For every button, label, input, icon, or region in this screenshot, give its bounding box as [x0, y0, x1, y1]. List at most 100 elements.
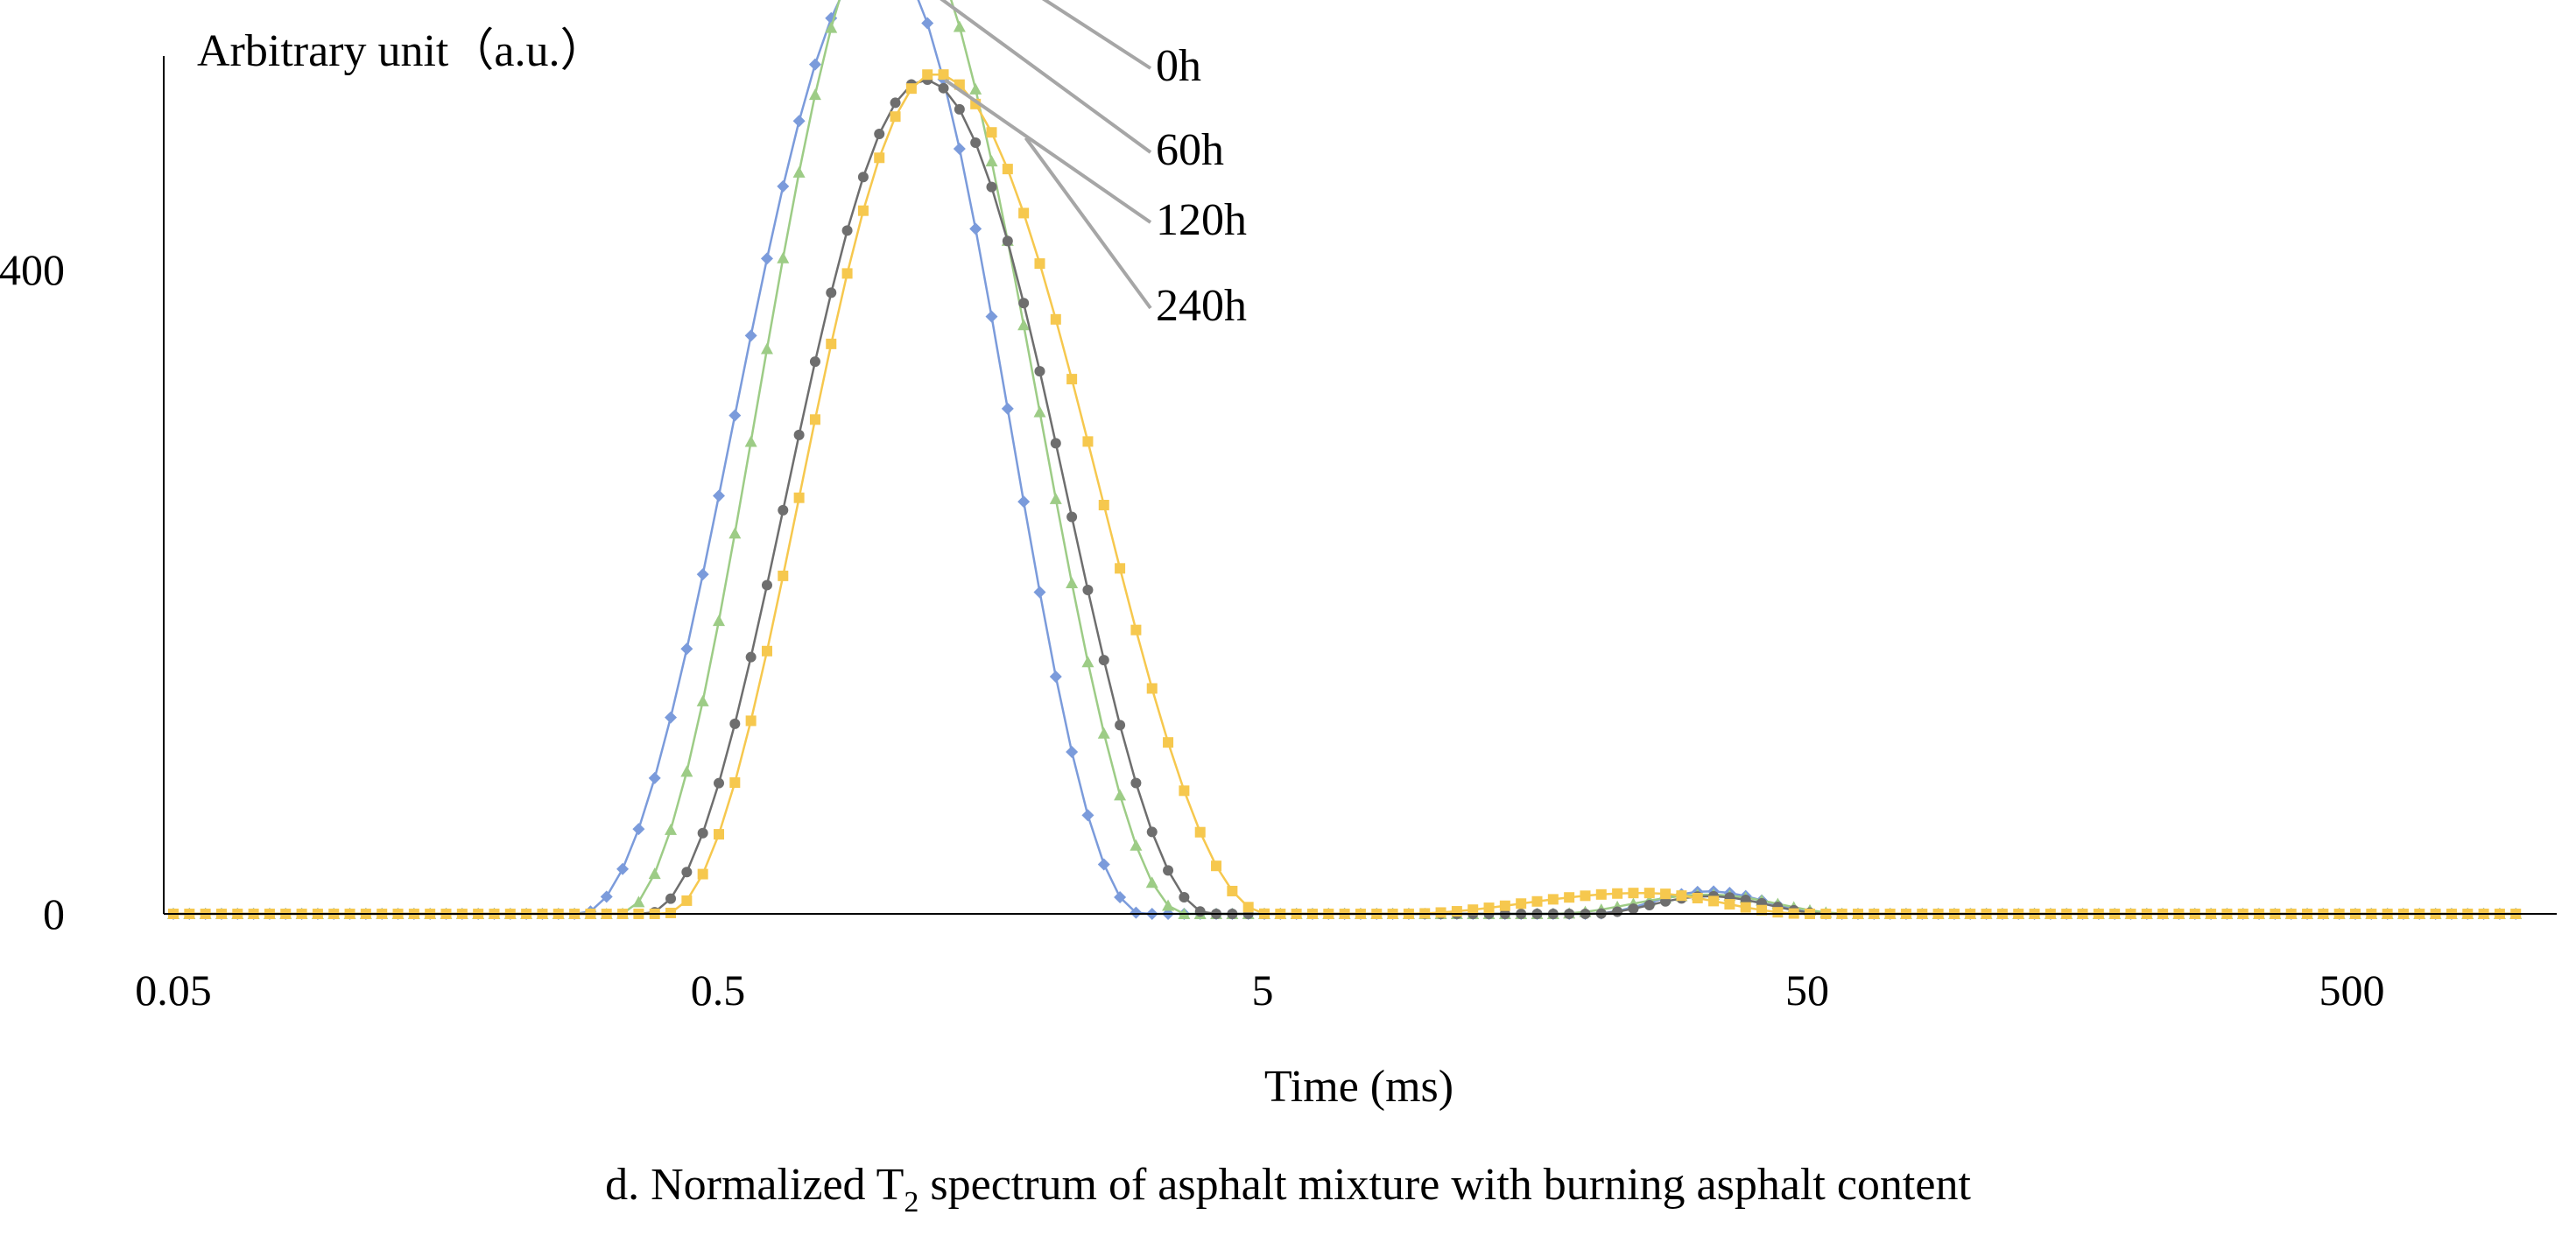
series-60h — [167, 0, 2523, 920]
data-point-240h — [1643, 899, 1655, 910]
data-point-120h — [1435, 907, 1446, 918]
data-point-60h — [1130, 906, 1143, 919]
data-point-120h — [1467, 904, 1479, 916]
data-point-60h — [777, 179, 790, 193]
data-point-120h — [1612, 888, 1623, 899]
data-point-0h — [985, 155, 998, 167]
data-point-120h — [1564, 892, 1575, 903]
data-point-60h — [600, 890, 613, 903]
data-point-60h — [1066, 746, 1079, 759]
x-tick-labels: 0.05 0.5 5 50 500 — [135, 966, 2384, 1015]
data-point-240h — [697, 827, 708, 839]
data-point-240h — [1018, 298, 1030, 309]
data-point-60h — [985, 310, 998, 323]
data-point-60h — [1001, 402, 1014, 415]
data-point-240h — [938, 82, 949, 94]
data-point-240h — [857, 172, 869, 183]
data-point-60h — [713, 489, 726, 502]
data-point-120h — [1772, 907, 1784, 918]
callout-line-120h — [944, 78, 1152, 224]
data-point-120h — [1595, 888, 1607, 900]
data-point-120h — [1708, 895, 1720, 907]
data-point-120h — [729, 777, 741, 789]
data-point-60h — [696, 568, 709, 581]
data-point-120h — [1643, 888, 1655, 899]
data-point-60h — [1114, 890, 1127, 903]
data-point-120h — [1547, 894, 1559, 905]
data-point-120h — [714, 829, 725, 840]
data-point-240h — [1179, 891, 1190, 902]
data-point-60h — [1017, 495, 1031, 509]
data-point-240h — [1034, 366, 1045, 377]
peak-callout-group: 0h 60h 120h 240h — [940, 0, 1247, 331]
data-point-0h — [744, 435, 757, 447]
data-point-120h — [857, 205, 869, 216]
data-point-60h — [728, 409, 742, 422]
data-point-120h — [1499, 900, 1510, 911]
data-point-0h — [665, 823, 678, 835]
data-point-0h — [1145, 876, 1158, 888]
data-point-240h — [778, 504, 789, 516]
data-point-0h — [1081, 656, 1094, 668]
callout-line-240h — [1024, 137, 1152, 310]
data-point-120h — [778, 570, 789, 581]
data-point-120h — [1483, 902, 1495, 914]
data-point-240h — [1115, 720, 1126, 731]
data-point-60h — [648, 771, 661, 784]
data-point-120h — [1756, 904, 1768, 916]
data-point-240h — [970, 137, 982, 148]
x-axis-label: Time (ms) — [1264, 1062, 1453, 1112]
data-point-0h — [760, 342, 773, 355]
data-point-240h — [874, 129, 885, 140]
data-point-60h — [632, 823, 645, 836]
data-point-240h — [809, 356, 820, 368]
data-point-240h — [826, 287, 837, 298]
callout-label-240h: 240h — [1156, 281, 1247, 331]
data-point-120h — [905, 83, 917, 95]
data-point-120h — [986, 127, 997, 138]
data-point-0h — [696, 694, 709, 706]
data-point-120h — [1451, 906, 1462, 917]
x-tick-label: 0.5 — [691, 966, 746, 1015]
data-point-120h — [1082, 436, 1094, 447]
data-point-0h — [792, 165, 806, 178]
caption-prefix: d. Normalized T — [605, 1160, 904, 1210]
data-point-120h — [1531, 895, 1543, 907]
data-point-120h — [1050, 313, 1061, 325]
data-point-0h — [1130, 839, 1143, 851]
series-line-60h — [173, 0, 2516, 916]
data-point-120h — [1242, 902, 1254, 913]
data-point-240h — [1146, 826, 1158, 838]
data-point-60h — [1097, 858, 1110, 871]
data-point-240h — [1050, 438, 1061, 449]
data-point-60h — [760, 252, 773, 265]
data-point-0h — [728, 527, 742, 539]
data-point-120h — [922, 69, 933, 81]
data-point-120h — [681, 895, 693, 906]
callout-label-120h: 120h — [1156, 195, 1247, 245]
data-point-120h — [841, 268, 853, 279]
data-point-120h — [1034, 258, 1045, 270]
x-tick-label: 5 — [1252, 966, 1274, 1015]
data-point-60h — [808, 58, 821, 71]
data-point-120h — [1660, 888, 1672, 900]
y-tick-label: 0 — [43, 889, 65, 938]
data-point-240h — [665, 893, 677, 904]
data-point-120h — [1018, 207, 1030, 219]
data-point-120h — [745, 715, 757, 727]
callout-label-60h: 60h — [1156, 125, 1224, 175]
data-point-240h — [841, 225, 853, 236]
y-axis-label: Arbitrary unit（a.u.） — [197, 26, 605, 76]
series-120h — [168, 69, 2522, 919]
data-point-240h — [1130, 777, 1142, 789]
data-point-0h — [680, 765, 693, 777]
data-point-120h — [1002, 164, 1013, 175]
x-tick-label: 50 — [1785, 966, 1829, 1015]
data-point-240h — [1066, 511, 1078, 523]
data-point-60h — [792, 115, 806, 128]
data-point-240h — [1163, 865, 1174, 876]
callout-label-0h: 0h — [1156, 41, 1201, 91]
data-point-120h — [1227, 885, 1238, 896]
data-point-240h — [1098, 655, 1109, 666]
